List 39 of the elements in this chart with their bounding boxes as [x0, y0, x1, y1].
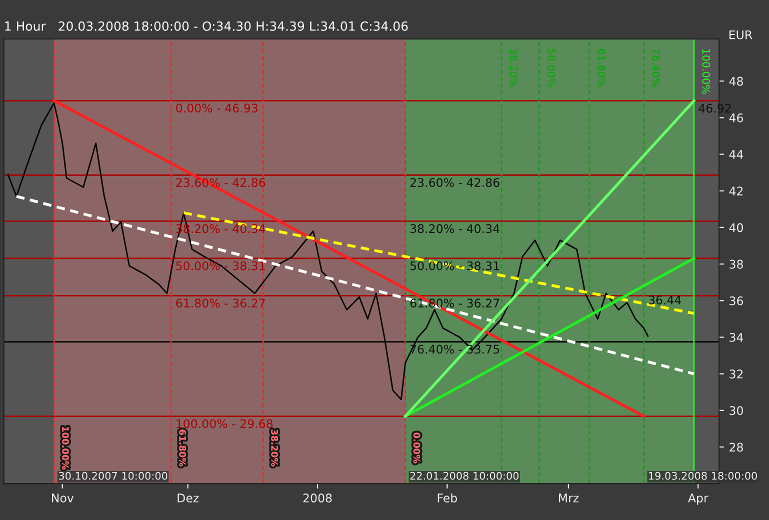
ref-line-label: 61.80%: [598, 48, 606, 88]
y-tick-label: 28: [730, 442, 743, 452]
x-tick-label: 2008: [303, 494, 332, 502]
ref-line-label: 61.80%: [179, 430, 186, 466]
y-tick-label: 44: [729, 150, 744, 159]
x-tick-label: Mrz: [558, 494, 579, 502]
annotation: 19.03.2008 18:00:00: [649, 472, 757, 480]
annotation: 100.00% - 29.68: [176, 419, 273, 428]
y-tick-label: 30: [730, 406, 743, 416]
y-tick-label: 48: [729, 76, 743, 86]
y-tick-label: 36: [730, 296, 744, 306]
y-tick-label: 42: [729, 186, 743, 196]
y-axis-title: EUR: [729, 30, 752, 40]
ref-line-label: 38.20%: [271, 430, 278, 466]
ref-line-label: 100.00%: [62, 427, 69, 470]
annotation: 46.92: [698, 104, 731, 113]
ref-line-label: 38.20%: [510, 48, 518, 88]
ref-line-label: 0.00%: [413, 432, 420, 464]
annotation: 0.00% - 46.93: [176, 104, 258, 113]
ref-line-label: 100.00%: [702, 49, 710, 94]
annotation: 61.80% - 36.27: [176, 298, 265, 308]
ref-line-label: 76.40%: [652, 49, 660, 88]
chart-title: 1 Hour 20.03.2008 18:00:00 - O:34.30 H:34.39 L:34.01 C:34.06: [5, 21, 408, 31]
annotation: 30.10.2007 10:00:00: [59, 472, 168, 480]
x-tick-label: Dez: [178, 494, 199, 502]
y-tick-label: 34: [730, 332, 744, 342]
annotation: 36.44: [648, 296, 682, 304]
ref-line-label: 50.00%: [547, 48, 556, 88]
y-tick-label: 38: [730, 260, 743, 269]
annotation: 22.01.2008 10:00:00: [410, 472, 519, 480]
annotation: 38.20% - 40.34: [410, 224, 500, 234]
annotation: 23.60% - 42.86: [410, 178, 500, 188]
annotation: 50.00% - 38.31: [410, 261, 500, 270]
y-tick-label: 40: [729, 223, 743, 232]
x-tick-label: Apr: [688, 494, 708, 505]
x-tick-label: Nov: [52, 494, 74, 502]
y-tick-label: 46: [729, 113, 744, 122]
x-tick-label: Feb: [438, 493, 457, 502]
y-tick-label: 32: [730, 370, 743, 378]
